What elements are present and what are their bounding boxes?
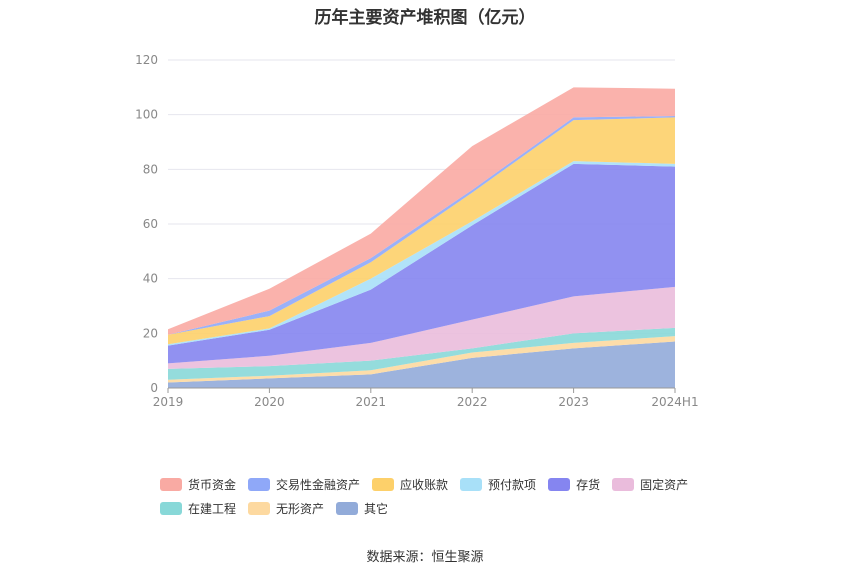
y-tick-label: 80 bbox=[143, 162, 158, 176]
legend-swatch bbox=[160, 477, 182, 491]
x-tick-label: 2020 bbox=[254, 395, 285, 409]
legend-swatch bbox=[248, 477, 271, 491]
legend-swatch bbox=[372, 477, 395, 491]
legend-label: 货币资金 bbox=[188, 477, 237, 492]
series-area bbox=[168, 327, 675, 380]
y-tick-label: 60 bbox=[143, 217, 158, 231]
data-source-note: 数据来源：恒生聚源 bbox=[366, 550, 484, 565]
x-tick-label: 2021 bbox=[356, 395, 387, 409]
legend-item[interactable]: 存货 bbox=[548, 476, 600, 493]
legend-swatch bbox=[612, 477, 635, 491]
series-area bbox=[168, 116, 675, 335]
legend-row: 货币资金 交易性金融资产 应收账款 预付款项 存货 固定资产 bbox=[160, 472, 720, 496]
legend-label: 无形资产 bbox=[276, 501, 325, 516]
series-area bbox=[168, 163, 675, 364]
x-tick-label: 2022 bbox=[457, 395, 488, 409]
x-tick-label: 2023 bbox=[558, 395, 589, 409]
y-tick-label: 0 bbox=[150, 381, 158, 395]
legend-label: 存货 bbox=[576, 477, 601, 492]
legend-label: 交易性金融资产 bbox=[276, 477, 361, 492]
legend-item[interactable]: 无形资产 bbox=[248, 500, 324, 517]
legend-item[interactable]: 应收账款 bbox=[372, 476, 448, 493]
legend-label: 其它 bbox=[364, 501, 389, 516]
series-area bbox=[168, 336, 675, 383]
legend: 货币资金 交易性金融资产 应收账款 预付款项 存货 固定资产在建工程 无形资产 其它 bbox=[160, 472, 720, 520]
series-area bbox=[168, 117, 675, 345]
legend-item[interactable]: 其它 bbox=[336, 500, 388, 517]
series-area bbox=[168, 87, 675, 335]
y-tick-label: 20 bbox=[143, 326, 158, 340]
legend-item[interactable]: 交易性金融资产 bbox=[248, 476, 360, 493]
y-tick-label: 40 bbox=[143, 272, 158, 286]
series-area bbox=[168, 341, 675, 388]
x-tick-label: 2019 bbox=[153, 395, 184, 409]
legend-label: 应收账款 bbox=[400, 477, 449, 492]
legend-swatch bbox=[160, 501, 182, 515]
legend-swatch bbox=[248, 501, 271, 515]
legend-label: 在建工程 bbox=[188, 501, 237, 516]
legend-swatch bbox=[460, 477, 483, 491]
legend-label: 预付款项 bbox=[488, 477, 537, 492]
x-tick-label: 2024H1 bbox=[651, 395, 698, 409]
series-area bbox=[168, 161, 675, 346]
legend-row: 在建工程 无形资产 其它 bbox=[160, 496, 720, 520]
legend-swatch bbox=[548, 477, 571, 491]
legend-label: 固定资产 bbox=[640, 477, 689, 492]
chart-title: 历年主要资产堆积图（亿元） bbox=[314, 8, 536, 28]
series-area bbox=[168, 286, 675, 369]
legend-item[interactable]: 预付款项 bbox=[460, 476, 536, 493]
y-tick-label: 120 bbox=[135, 53, 158, 67]
legend-swatch bbox=[336, 501, 359, 515]
legend-item[interactable]: 固定资产 bbox=[612, 476, 688, 493]
legend-item[interactable]: 在建工程 bbox=[160, 500, 236, 517]
y-tick-label: 100 bbox=[135, 108, 158, 122]
legend-item[interactable]: 货币资金 bbox=[160, 476, 236, 493]
